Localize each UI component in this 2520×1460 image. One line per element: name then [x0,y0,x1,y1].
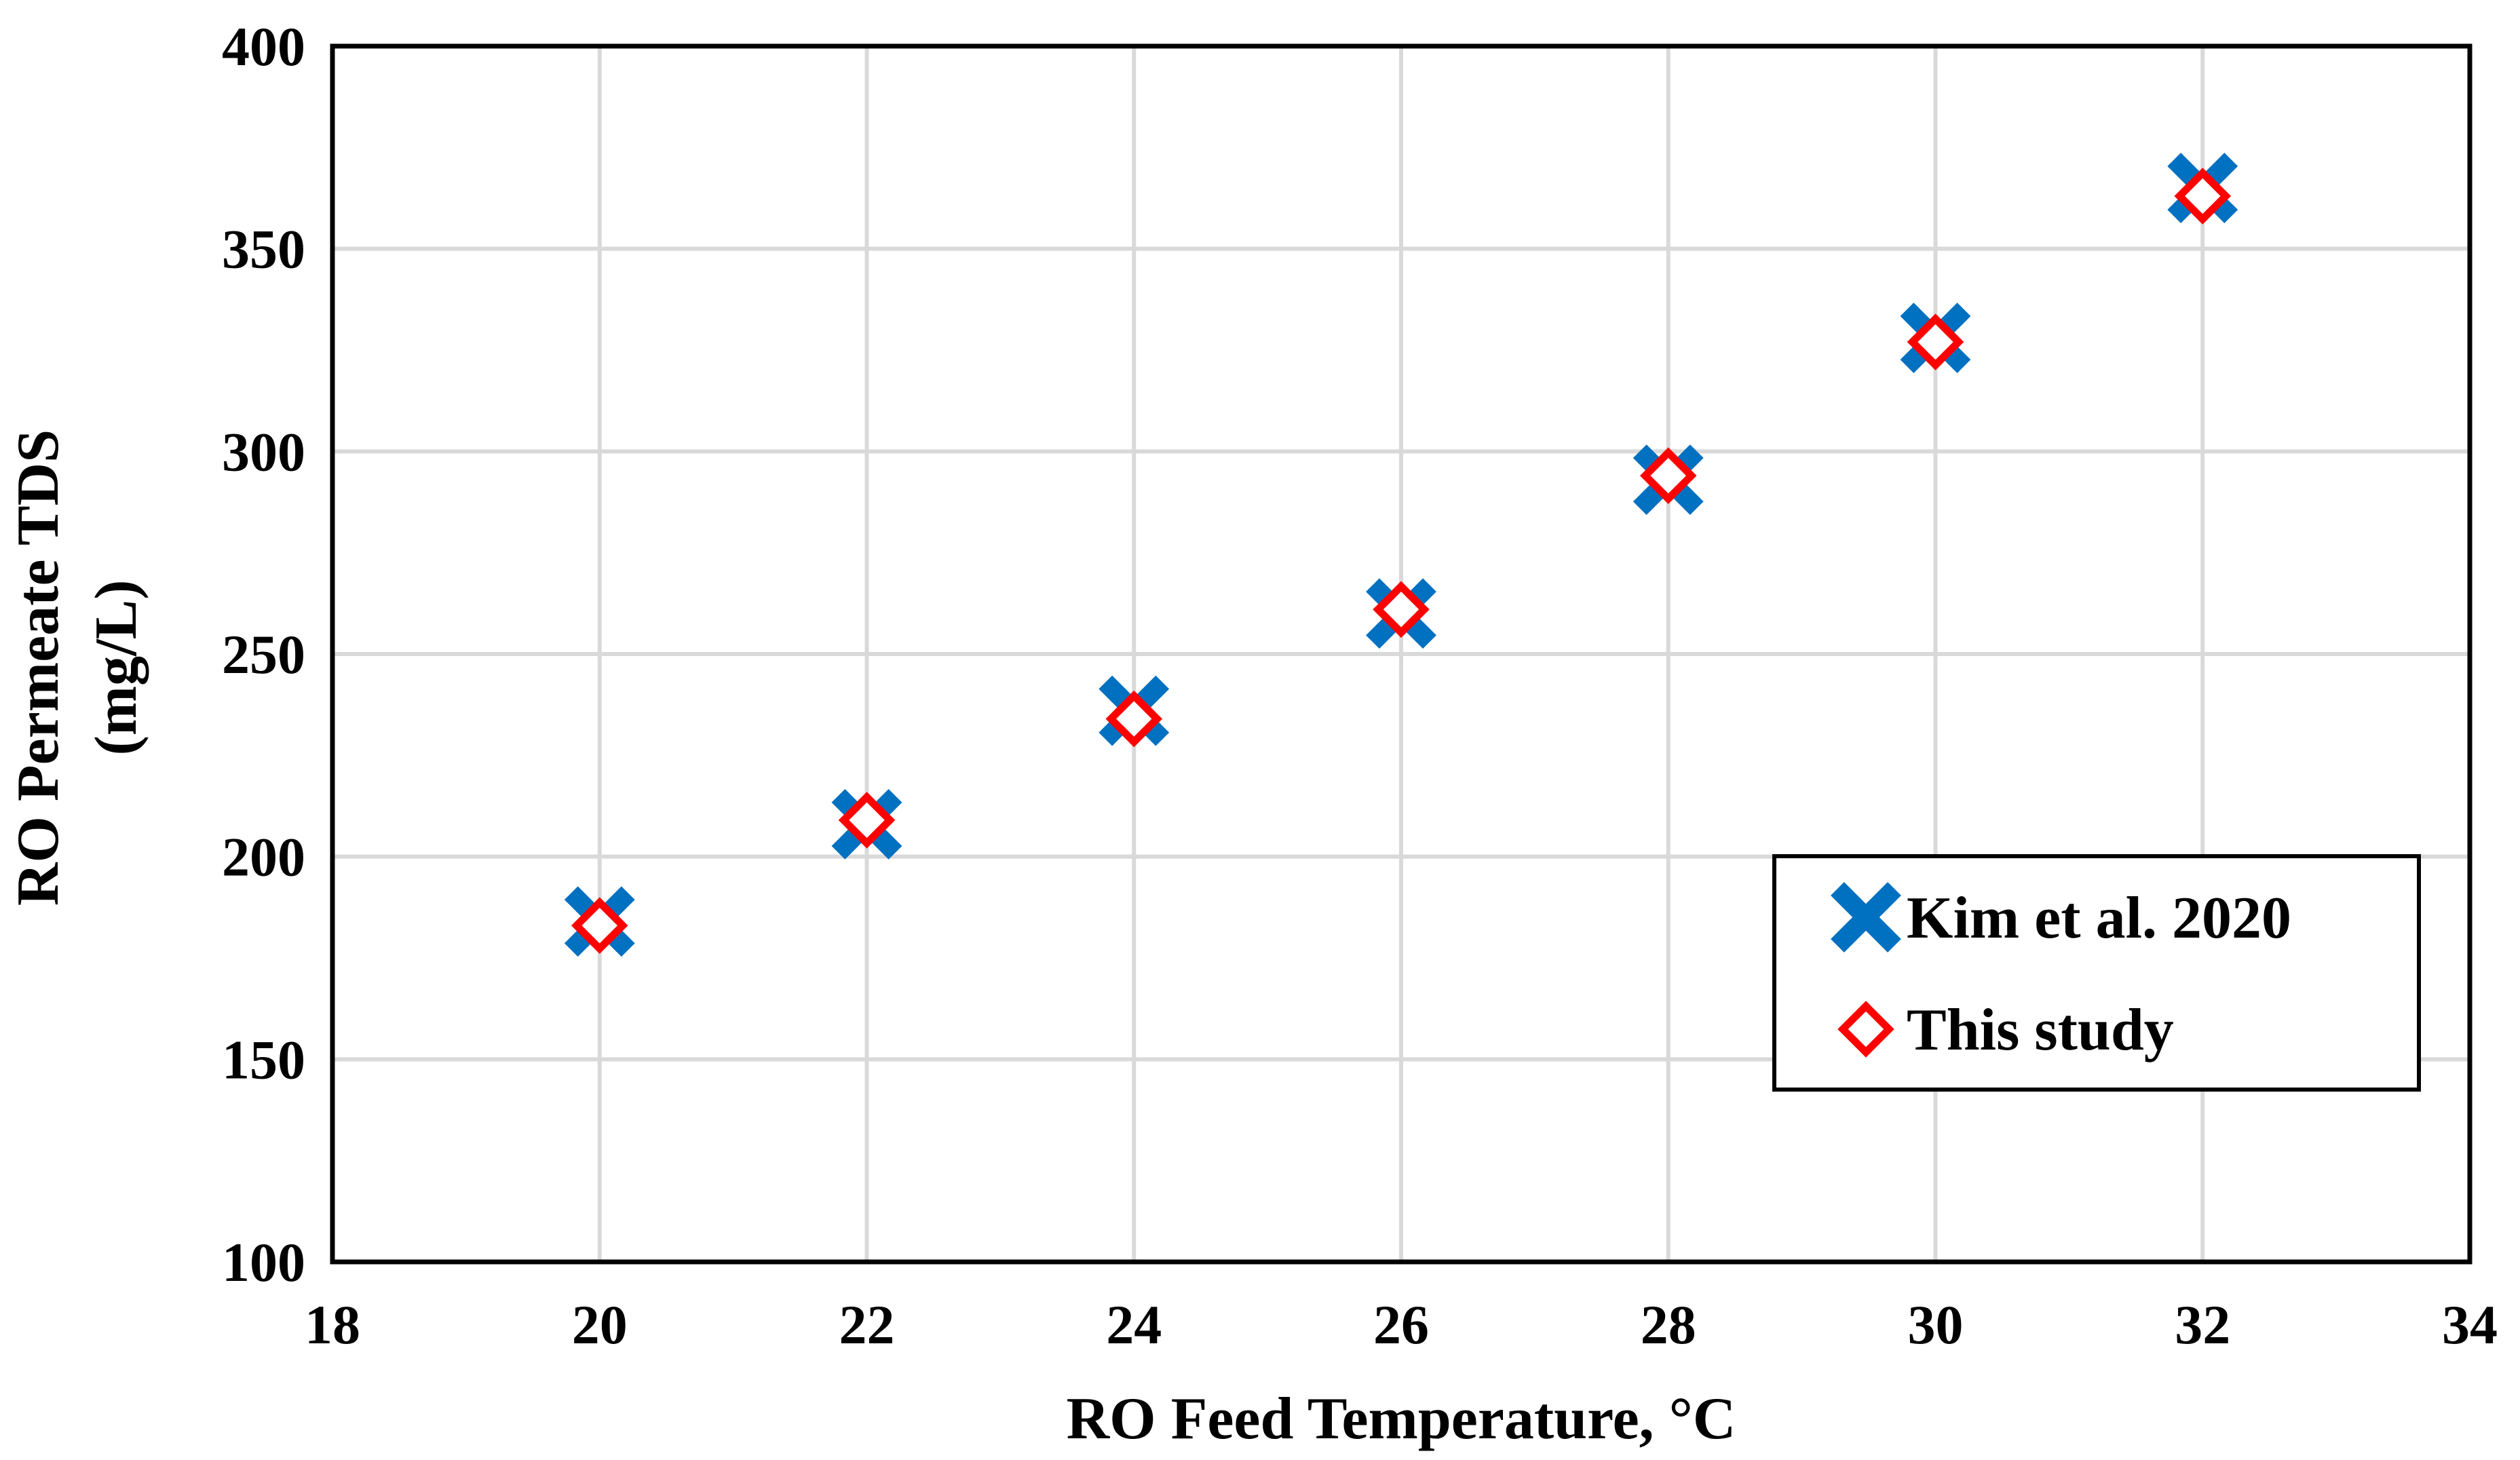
legend-label-kim-et-al-2020: Kim et al. 2020 [1907,885,2291,951]
x-tick-label: 24 [1106,1294,1162,1356]
plot-area [330,43,2473,1265]
data-point-this-study [1105,690,1163,748]
data-marks [564,153,2238,957]
y-tick-label: 350 [222,218,305,280]
legend-x-icon [1831,882,1901,953]
y-tick-label: 300 [222,421,305,482]
x-tick-label: 30 [1908,1294,1964,1356]
data-point-this-study [571,897,628,954]
data-point-this-study [1907,313,1964,370]
x-axis-title: RO Feed Temperature, °C [1067,1386,1736,1452]
y-axis-title-line1: RO Permeate TDS [5,429,71,906]
x-tick-label: 26 [1373,1294,1429,1356]
x-tick-label: 32 [2175,1294,2230,1356]
x-tick-label: 20 [572,1294,628,1356]
x-tick-label: 18 [305,1294,360,1356]
data-point-this-study [1373,581,1430,638]
y-tick-label: 400 [222,16,305,77]
y-tick-label: 100 [222,1231,305,1293]
data-point-this-study [1639,447,1697,504]
y-axis-title-line2: (mg/L) [83,579,149,755]
y-tick-label: 250 [222,623,305,685]
x-tick-label: 34 [2442,1294,2498,1356]
tick-labels: 18 20 22 24 26 28 30 32 34 100 150 200 250 300 350 400 [222,16,2498,1356]
data-point-this-study [2174,168,2232,225]
data-point-this-study [838,792,896,849]
legend-marker-this-study [1837,1001,1894,1058]
x-tick-label: 28 [1641,1294,1696,1356]
x-tick-label: 22 [839,1294,895,1356]
y-tick-label: 150 [222,1029,305,1090]
legend: Kim et al. 2020 This study [1772,854,2421,1092]
legend-label-this-study: This study [1907,997,2174,1063]
y-tick-label: 200 [222,826,305,888]
legend-marker-kim-et-al-2020 [1831,882,1901,953]
legend-diamond-icon [1837,1001,1894,1058]
